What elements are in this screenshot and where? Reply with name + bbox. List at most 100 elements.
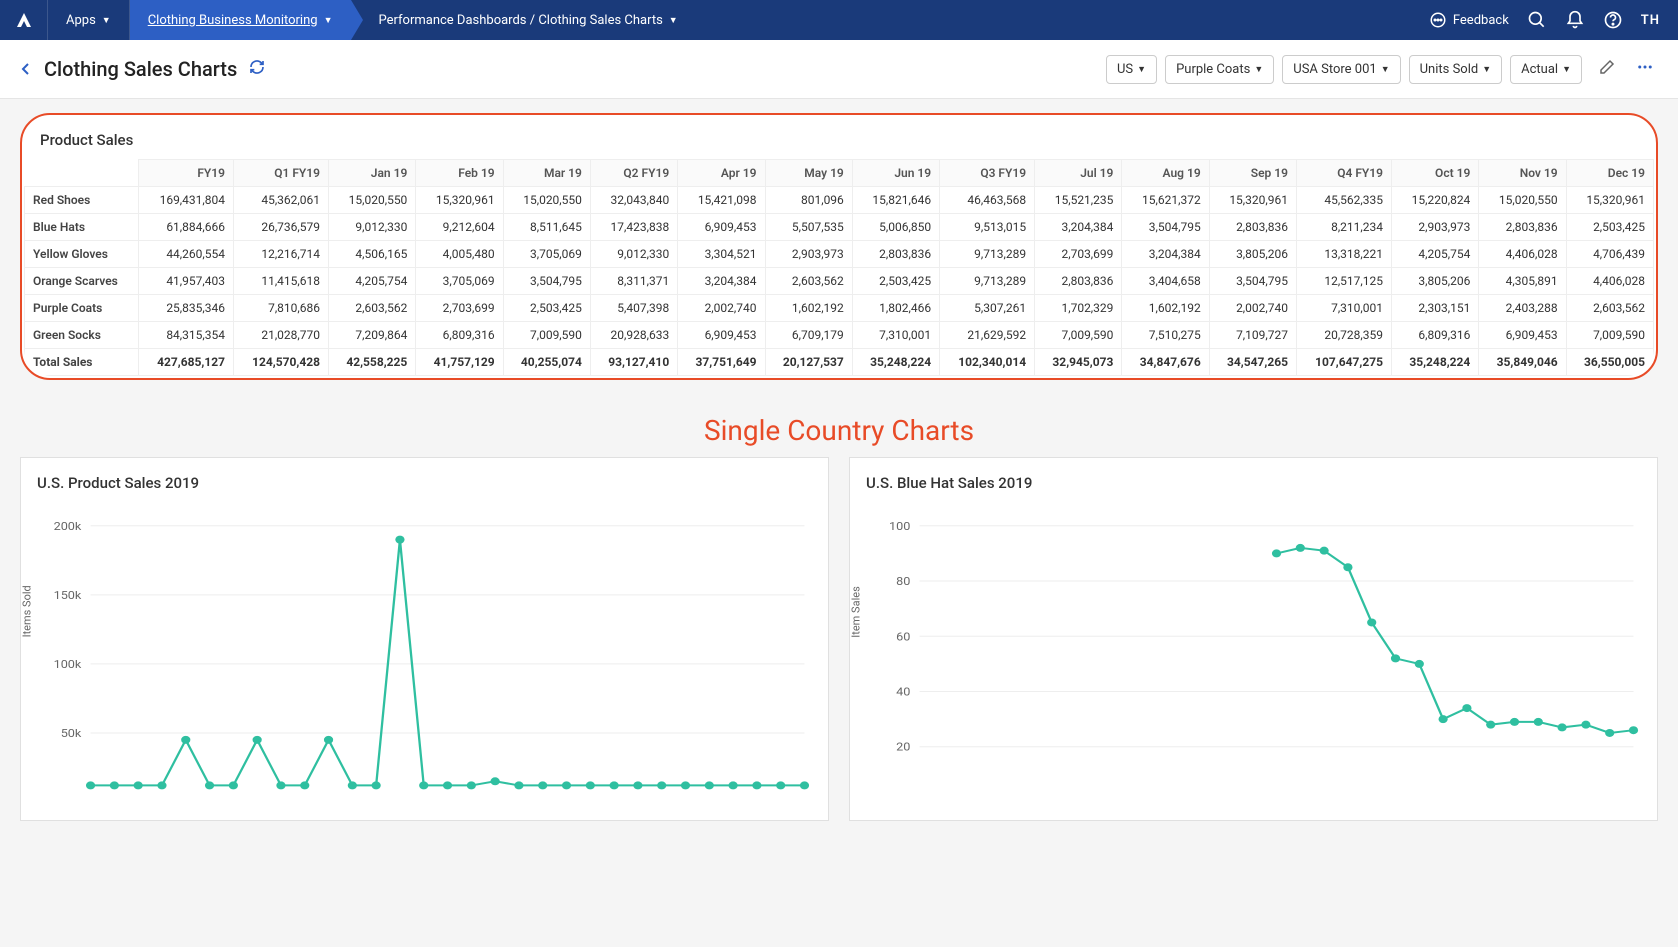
table-col-header[interactable]: Oct 19 (1392, 160, 1479, 187)
table-cell[interactable]: 21,629,592 (940, 322, 1035, 349)
table-cell[interactable]: 2,002,740 (678, 295, 765, 322)
table-row[interactable]: Blue Hats61,884,66626,736,5799,012,3309,… (25, 214, 1654, 241)
table-col-header[interactable]: Jan 19 (329, 160, 416, 187)
table-cell[interactable]: 11,415,618 (234, 268, 329, 295)
table-col-header[interactable]: Dec 19 (1566, 160, 1653, 187)
table-col-header[interactable]: Aug 19 (1122, 160, 1209, 187)
table-col-header[interactable]: FY19 (138, 160, 233, 187)
table-cell[interactable]: 2,903,973 (765, 241, 852, 268)
table-cell[interactable]: 2,803,836 (1209, 214, 1296, 241)
table-cell[interactable]: 15,020,550 (329, 187, 416, 214)
table-cell[interactable]: 7,009,590 (1035, 322, 1122, 349)
table-cell[interactable]: 5,507,535 (765, 214, 852, 241)
table-cell[interactable]: 15,320,961 (416, 187, 503, 214)
table-cell[interactable]: 6,909,453 (678, 322, 765, 349)
table-cell[interactable]: 9,012,330 (590, 241, 677, 268)
table-cell[interactable]: 4,406,028 (1479, 241, 1566, 268)
help-icon[interactable] (1603, 10, 1623, 30)
table-cell[interactable]: 2,803,836 (1479, 214, 1566, 241)
table-cell[interactable]: 25,835,346 (138, 295, 233, 322)
table-cell[interactable]: 2,303,151 (1392, 295, 1479, 322)
table-cell[interactable]: 2,803,836 (1035, 268, 1122, 295)
apps-menu[interactable]: Apps ▼ (48, 0, 130, 40)
table-cell[interactable]: 2,703,699 (416, 295, 503, 322)
table-cell[interactable]: 15,020,550 (503, 187, 590, 214)
table-cell[interactable]: 2,503,425 (1566, 214, 1653, 241)
app-logo[interactable] (0, 0, 48, 40)
table-cell[interactable]: 2,403,288 (1479, 295, 1566, 322)
table-cell[interactable]: 17,423,838 (590, 214, 677, 241)
table-cell[interactable]: 9,212,604 (416, 214, 503, 241)
table-cell[interactable]: 46,463,568 (940, 187, 1035, 214)
table-cell[interactable]: 26,736,579 (234, 214, 329, 241)
table-cell[interactable]: 3,805,206 (1209, 241, 1296, 268)
table-cell[interactable]: 9,012,330 (329, 214, 416, 241)
table-row[interactable]: Yellow Gloves44,260,55412,216,7144,506,1… (25, 241, 1654, 268)
table-cell[interactable]: 15,621,372 (1122, 187, 1209, 214)
breadcrumb-app[interactable]: Clothing Business Monitoring ▼ (130, 0, 351, 40)
table-cell[interactable]: 4,205,754 (1392, 241, 1479, 268)
table-cell[interactable]: 7,810,686 (234, 295, 329, 322)
table-cell[interactable]: 6,809,316 (416, 322, 503, 349)
table-cell[interactable]: 7,510,275 (1122, 322, 1209, 349)
table-cell[interactable]: 20,728,359 (1297, 322, 1392, 349)
table-col-header[interactable]: Q2 FY19 (590, 160, 677, 187)
table-cell[interactable]: 15,220,824 (1392, 187, 1479, 214)
table-cell[interactable]: 3,504,795 (1122, 214, 1209, 241)
table-cell[interactable]: 44,260,554 (138, 241, 233, 268)
table-cell[interactable]: 84,315,354 (138, 322, 233, 349)
table-cell[interactable]: 2,603,562 (765, 268, 852, 295)
table-cell[interactable]: 801,096 (765, 187, 852, 214)
table-cell[interactable]: 61,884,666 (138, 214, 233, 241)
table-cell[interactable]: 2,503,425 (503, 295, 590, 322)
table-cell[interactable]: 41,957,403 (138, 268, 233, 295)
table-row[interactable]: Green Socks84,315,35421,028,7707,209,864… (25, 322, 1654, 349)
table-cell[interactable]: 3,705,069 (416, 268, 503, 295)
more-icon[interactable] (1632, 54, 1658, 84)
table-cell[interactable]: 8,311,371 (590, 268, 677, 295)
table-cell[interactable]: 2,603,562 (329, 295, 416, 322)
table-cell[interactable]: 7,009,590 (503, 322, 590, 349)
table-col-header[interactable]: Q3 FY19 (940, 160, 1035, 187)
table-row[interactable]: Red Shoes169,431,80445,362,06115,020,550… (25, 187, 1654, 214)
table-col-header[interactable]: Sep 19 (1209, 160, 1296, 187)
table-cell[interactable]: 3,805,206 (1392, 268, 1479, 295)
table-cell[interactable]: 15,521,235 (1035, 187, 1122, 214)
table-row[interactable]: Orange Scarves41,957,40311,415,6184,205,… (25, 268, 1654, 295)
table-col-header[interactable]: Q4 FY19 (1297, 160, 1392, 187)
table-cell[interactable]: 4,005,480 (416, 241, 503, 268)
filter-usa-store-001[interactable]: USA Store 001 ▼ (1282, 55, 1400, 84)
table-cell[interactable]: 7,109,727 (1209, 322, 1296, 349)
table-cell[interactable]: 9,513,015 (940, 214, 1035, 241)
table-cell[interactable]: 3,404,658 (1122, 268, 1209, 295)
table-cell[interactable]: 3,204,384 (1122, 241, 1209, 268)
breadcrumb-page[interactable]: Performance Dashboards / Clothing Sales … (351, 0, 696, 40)
table-cell[interactable]: 7,310,001 (1297, 295, 1392, 322)
table-cell[interactable]: 12,216,714 (234, 241, 329, 268)
table-row[interactable]: Purple Coats25,835,3467,810,6862,603,562… (25, 295, 1654, 322)
table-cell[interactable]: 3,204,384 (678, 268, 765, 295)
table-cell[interactable]: 8,211,234 (1297, 214, 1392, 241)
table-cell[interactable]: 15,320,961 (1566, 187, 1653, 214)
notifications-icon[interactable] (1565, 10, 1585, 30)
feedback-button[interactable]: Feedback (1429, 11, 1509, 29)
table-cell[interactable]: 4,406,028 (1566, 268, 1653, 295)
table-cell[interactable]: 2,002,740 (1209, 295, 1296, 322)
table-cell[interactable]: 6,909,453 (1479, 322, 1566, 349)
edit-icon[interactable] (1594, 54, 1620, 84)
table-cell[interactable]: 21,028,770 (234, 322, 329, 349)
table-col-header[interactable]: May 19 (765, 160, 852, 187)
filter-purple-coats[interactable]: Purple Coats ▼ (1165, 55, 1274, 84)
table-cell[interactable]: 2,903,973 (1392, 214, 1479, 241)
table-cell[interactable]: 6,709,179 (765, 322, 852, 349)
back-button[interactable] (20, 60, 32, 79)
table-cell[interactable]: 45,562,335 (1297, 187, 1392, 214)
table-cell[interactable]: 9,713,289 (940, 268, 1035, 295)
table-col-header[interactable]: Jul 19 (1035, 160, 1122, 187)
user-avatar[interactable]: TH (1641, 13, 1660, 28)
table-cell[interactable]: 5,307,261 (940, 295, 1035, 322)
table-col-header[interactable]: Feb 19 (416, 160, 503, 187)
table-cell[interactable]: 6,809,316 (1392, 322, 1479, 349)
table-cell[interactable]: 2,803,836 (852, 241, 939, 268)
filter-actual[interactable]: Actual ▼ (1510, 55, 1582, 84)
